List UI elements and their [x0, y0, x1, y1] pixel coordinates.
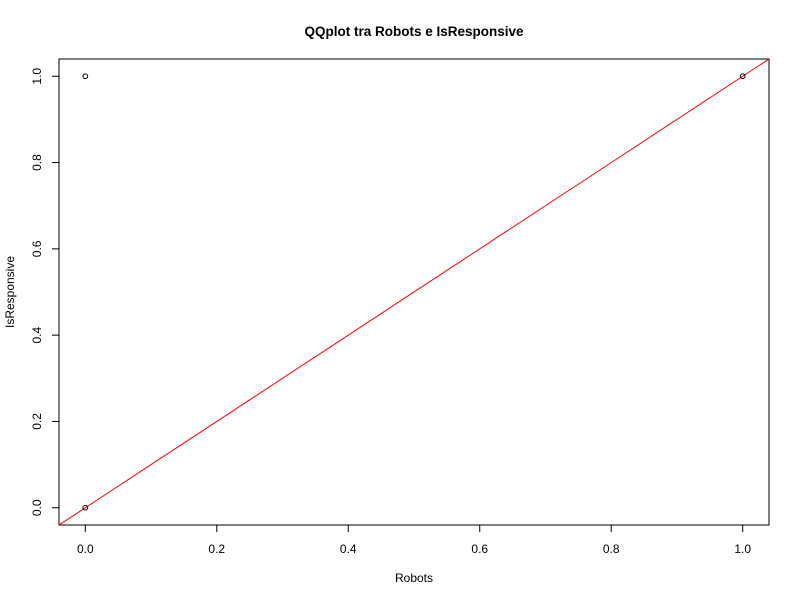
- y-tick-label: 0.0: [30, 499, 44, 516]
- y-axis: 0.0 0.2 0.4 0.6 0.8 1.0: [30, 68, 60, 516]
- data-point: [82, 504, 89, 511]
- y-tick-label: 1.0: [30, 68, 44, 85]
- y-tick-label: 0.2: [30, 413, 44, 430]
- x-tick-label: 0.2: [208, 542, 225, 556]
- y-axis-label: IsResponsive: [3, 256, 17, 328]
- x-axis-label: Robots: [395, 571, 433, 585]
- x-axis: 0.0 0.2 0.4 0.6 0.8 1.0: [77, 524, 751, 556]
- x-tick-label: 1.0: [734, 542, 751, 556]
- y-tick-label: 0.4: [30, 326, 44, 343]
- data-point: [82, 73, 89, 80]
- data-points: [82, 73, 746, 511]
- y-tick-label: 0.6: [30, 240, 44, 257]
- x-tick-label: 0.6: [471, 542, 488, 556]
- y-tick-label: 0.8: [30, 154, 44, 171]
- data-point: [739, 73, 746, 80]
- x-tick-label: 0.8: [603, 542, 620, 556]
- reference-line: [59, 59, 769, 525]
- x-tick-label: 0.4: [340, 542, 357, 556]
- x-tick-label: 0.0: [77, 542, 94, 556]
- chart-title: QQplot tra Robots e IsResponsive: [304, 24, 524, 39]
